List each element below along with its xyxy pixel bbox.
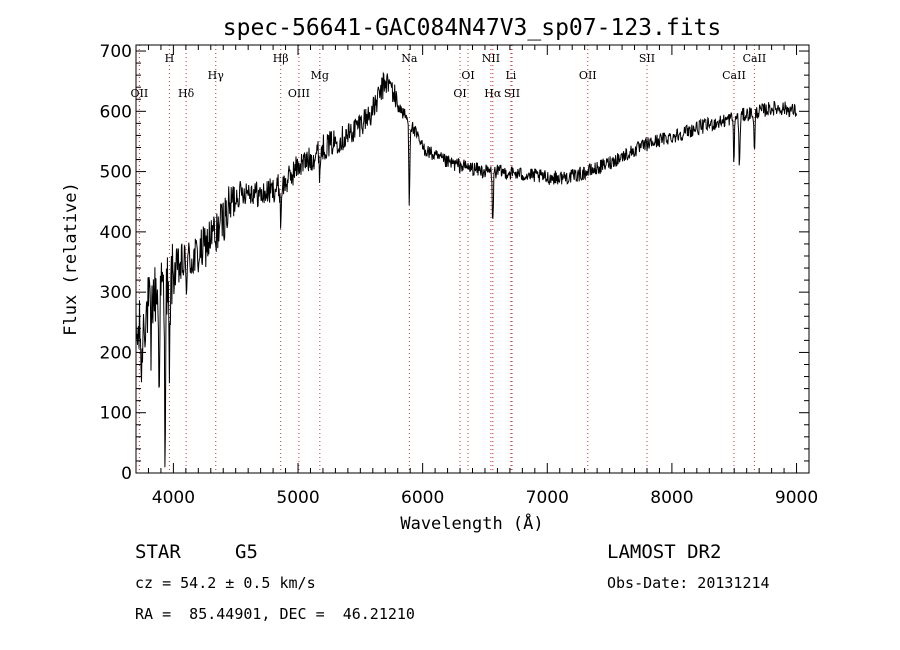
y-tick-label: 0 bbox=[121, 464, 132, 484]
x-axis-label: Wavelength (Å) bbox=[400, 512, 543, 534]
x-tick-label: 5000 bbox=[276, 488, 319, 508]
y-axis-label: Flux (relative) bbox=[61, 182, 81, 336]
spectral-line-label: Na bbox=[401, 52, 418, 65]
plot-frame bbox=[135, 44, 810, 474]
y-axis: 0 100 200 300 400 500 600 700 bbox=[100, 42, 809, 484]
object-subclass: G5 bbox=[235, 541, 258, 563]
spectral-line-label: OI bbox=[453, 87, 466, 100]
spectral-line-label: Hδ bbox=[178, 87, 195, 100]
spectrum-line bbox=[135, 71, 797, 468]
spectral-line-label: Hγ bbox=[208, 69, 225, 82]
object-class: STAR bbox=[135, 541, 181, 563]
spectral-line-label: OII bbox=[579, 69, 597, 82]
y-tick-label: 200 bbox=[100, 343, 132, 363]
spectral-line-label: CaII bbox=[743, 52, 767, 65]
x-tick-label: 9000 bbox=[775, 488, 818, 508]
spectral-line-markers bbox=[138, 45, 755, 473]
y-tick-label: 100 bbox=[100, 404, 132, 424]
spectral-line-label: OII bbox=[131, 87, 149, 100]
y-tick-label: 600 bbox=[100, 102, 132, 122]
spectral-line-label: SII bbox=[639, 52, 655, 65]
spectral-line-label: Mg bbox=[311, 69, 329, 82]
spectral-line-label: OI bbox=[461, 69, 474, 82]
spectral-line-label: H bbox=[165, 52, 175, 65]
x-tick-label: 8000 bbox=[650, 488, 693, 508]
y-tick-label: 300 bbox=[100, 283, 132, 303]
x-tick-label: 7000 bbox=[526, 488, 569, 508]
spectral-line-label: Hβ bbox=[273, 52, 289, 65]
y-tick-label: 500 bbox=[100, 163, 132, 183]
survey-name: LAMOST DR2 bbox=[607, 541, 722, 563]
y-tick-label: 400 bbox=[100, 223, 132, 243]
x-tick-label: 4000 bbox=[152, 488, 195, 508]
y-tick-label: 700 bbox=[100, 42, 132, 62]
x-tick-label: 6000 bbox=[401, 488, 444, 508]
spectral-line-label: SII bbox=[504, 87, 520, 100]
x-axis: 4000 5000 6000 7000 8000 9000 bbox=[135, 45, 818, 508]
spectral-line-label: NII bbox=[482, 52, 500, 65]
coordinates-readout: RA = 85.44901, DEC = 46.21210 bbox=[135, 605, 415, 623]
spectral-line-label: Li bbox=[505, 69, 516, 82]
spectral-line-label: OIII bbox=[288, 87, 310, 100]
observation-date: Obs-Date: 20131214 bbox=[607, 574, 770, 592]
redshift-readout: cz = 54.2 ± 0.5 km/s bbox=[135, 574, 316, 592]
spectral-line-label: Hα bbox=[484, 87, 502, 100]
spectral-line-label: CaII bbox=[722, 69, 746, 82]
chart-title: spec-56641-GAC084N47V3_sp07-123.fits bbox=[223, 15, 722, 41]
